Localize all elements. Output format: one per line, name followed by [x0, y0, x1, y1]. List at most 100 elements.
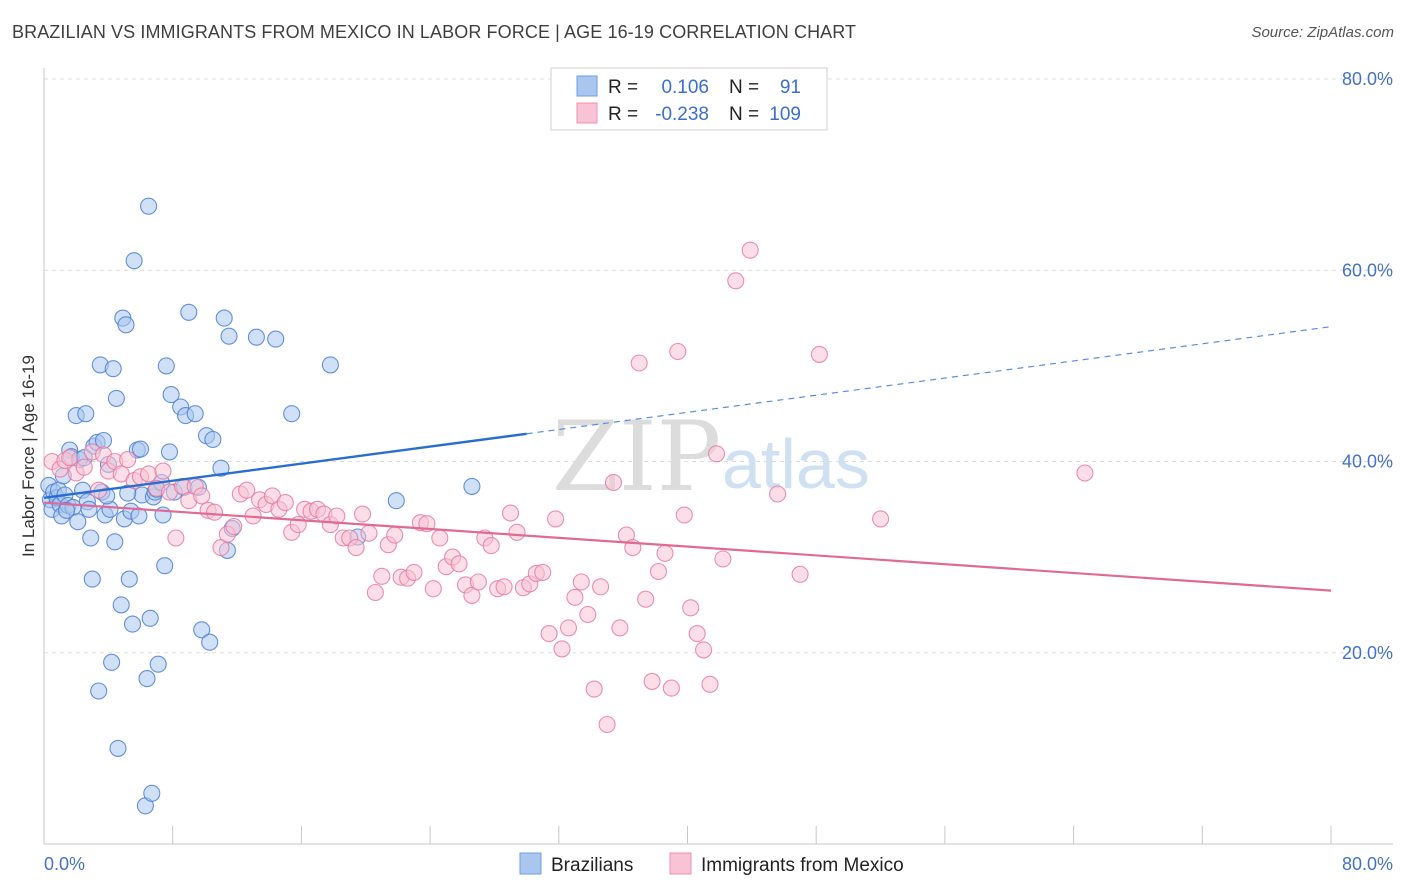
point-brazilian [106, 533, 124, 551]
point-mexico [656, 544, 674, 562]
point-brazilian [112, 596, 130, 614]
point-mexico [347, 539, 365, 557]
point-brazilian [138, 670, 156, 688]
stats-n-label-brazilians: N = [729, 77, 759, 98]
legend-label-mexico: Immigrants from Mexico [701, 855, 904, 876]
point-brazilian [321, 356, 339, 374]
point-mexico [695, 641, 713, 659]
chart-title: BRAZILIAN VS IMMIGRANTS FROM MEXICO IN L… [12, 22, 857, 42]
point-brazilian [463, 477, 481, 495]
point-brazilian [107, 389, 125, 407]
point-brazilian [140, 197, 158, 215]
x-axis-ticks [43, 826, 1332, 844]
point-mexico [579, 605, 597, 624]
point-brazilian [204, 430, 222, 449]
watermark-zip: ZIP [552, 401, 721, 513]
point-mexico [534, 563, 552, 581]
stats-r-value-brazilians: 0.106 [661, 77, 709, 98]
point-mexico [424, 580, 442, 598]
y-tick-label: 40.0% [1342, 452, 1393, 472]
point-mexico [688, 625, 706, 643]
point-mexico [154, 462, 172, 480]
point-brazilian [156, 557, 174, 575]
point-mexico [61, 449, 79, 467]
point-mexico [405, 563, 423, 581]
y-tick-labels: 20.0% 40.0% 60.0% 80.0% [1342, 69, 1393, 663]
point-brazilian [283, 405, 301, 423]
point-mexico [328, 507, 346, 525]
gridlines [44, 78, 1393, 654]
point-brazilian [157, 357, 175, 375]
point-mexico [225, 517, 243, 536]
point-mexico [682, 599, 700, 617]
point-mexico [495, 578, 513, 596]
point-mexico [675, 506, 693, 524]
trend-line-mexico [43, 501, 1332, 592]
point-brazilian [141, 609, 159, 627]
point-mexico [540, 625, 558, 643]
point-mexico [119, 451, 137, 469]
point-brazilian [149, 655, 167, 673]
stats-r-value-mexico: -0.238 [655, 104, 709, 125]
stats-n-value-brazilians: 91 [780, 77, 801, 98]
point-brazilian [80, 500, 98, 518]
x-tick-label-max: 80.0% [1342, 854, 1393, 874]
point-mexico [701, 675, 719, 693]
point-mexico [572, 573, 590, 591]
point-brazilian [123, 615, 142, 633]
point-mexico [566, 588, 584, 606]
point-brazilian [212, 459, 230, 477]
point-mexico [598, 715, 616, 734]
point-brazilian [387, 492, 405, 510]
point-mexico [872, 510, 890, 528]
point-brazilian [90, 682, 108, 700]
point-mexico [238, 481, 256, 499]
point-mexico [630, 354, 648, 372]
point-brazilian [201, 633, 219, 651]
point-mexico [386, 526, 404, 544]
point-brazilian [267, 330, 285, 348]
point-mexico [360, 524, 378, 542]
point-mexico [714, 550, 732, 568]
y-tick-label: 20.0% [1342, 643, 1393, 663]
point-mexico [193, 487, 211, 505]
point-mexico [482, 537, 500, 555]
trend-line-brazilians-extension [526, 326, 1332, 435]
stats-r-label-brazilians: R = [608, 77, 638, 98]
point-brazilian [180, 303, 198, 321]
y-tick-label: 80.0% [1342, 69, 1393, 89]
point-mexico [167, 529, 185, 547]
stats-n-value-mexico: 109 [769, 104, 801, 125]
point-mexico [637, 590, 655, 608]
point-mexico [450, 555, 468, 573]
point-brazilian [220, 327, 238, 345]
series-legend: Brazilians Immigrants from Mexico [519, 852, 904, 876]
legend-label-brazilians: Brazilians [551, 855, 633, 876]
point-brazilian [77, 405, 95, 423]
point-brazilian [120, 570, 138, 588]
point-mexico [373, 567, 391, 585]
point-brazilian [69, 513, 87, 531]
watermark-atlas: atlas [722, 425, 870, 503]
stats-legend-box: R = 0.106 N = 91 R = -0.238 N = 109 [550, 67, 828, 131]
point-mexico [469, 573, 487, 591]
y-tick-label: 60.0% [1342, 260, 1393, 280]
stats-r-label-mexico: R = [608, 104, 638, 125]
point-mexico [727, 272, 745, 290]
point-brazilian [143, 784, 161, 802]
point-mexico [553, 640, 571, 658]
point-brazilian [131, 440, 150, 458]
point-brazilian [130, 507, 148, 525]
source-label: Source: ZipAtlas.com [1251, 24, 1394, 41]
point-mexico [140, 465, 158, 483]
point-mexico [611, 619, 629, 637]
x-tick-label-min: 0.0% [44, 854, 85, 874]
point-mexico [707, 445, 726, 463]
point-brazilian [109, 739, 127, 757]
point-mexico [643, 672, 661, 690]
legend-swatch-mexico [669, 852, 692, 875]
point-mexico [604, 473, 623, 492]
point-mexico [501, 504, 520, 522]
point-mexico [559, 619, 578, 637]
